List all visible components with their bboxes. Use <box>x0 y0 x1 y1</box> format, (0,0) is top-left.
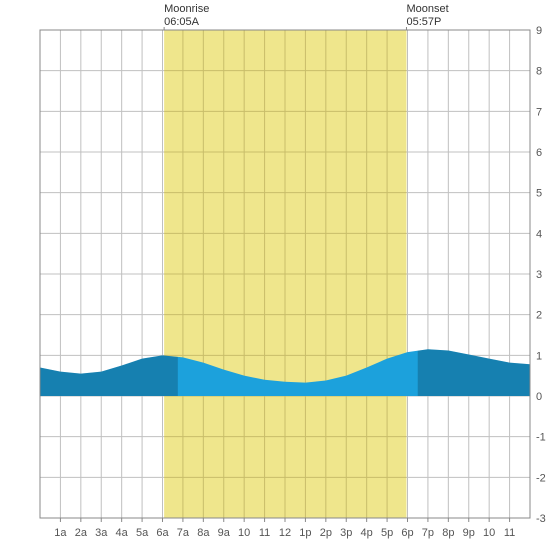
svg-text:2: 2 <box>536 310 542 322</box>
svg-text:9p: 9p <box>463 527 475 539</box>
svg-text:06:05A: 06:05A <box>164 16 200 28</box>
svg-text:8a: 8a <box>197 527 210 539</box>
svg-text:2a: 2a <box>75 527 88 539</box>
svg-text:4p: 4p <box>361 527 373 539</box>
svg-text:-1: -1 <box>536 432 546 444</box>
chart-canvas: -3-2-101234567891a2a3a4a5a6a7a8a9a101112… <box>0 0 550 550</box>
svg-text:9: 9 <box>536 25 542 37</box>
svg-text:Moonset: Moonset <box>406 3 448 15</box>
svg-text:10: 10 <box>238 527 250 539</box>
svg-text:1: 1 <box>536 350 542 362</box>
svg-text:6: 6 <box>536 147 542 159</box>
svg-text:7p: 7p <box>422 527 434 539</box>
svg-text:12: 12 <box>279 527 291 539</box>
svg-text:-3: -3 <box>536 513 546 525</box>
svg-text:7a: 7a <box>177 527 190 539</box>
svg-text:8p: 8p <box>442 527 454 539</box>
svg-text:1a: 1a <box>54 527 67 539</box>
svg-text:6a: 6a <box>156 527 169 539</box>
svg-text:5p: 5p <box>381 527 393 539</box>
svg-text:-2: -2 <box>536 472 546 484</box>
svg-text:3a: 3a <box>95 527 108 539</box>
svg-text:10: 10 <box>483 527 495 539</box>
svg-text:7: 7 <box>536 106 542 118</box>
svg-text:8: 8 <box>536 66 542 78</box>
svg-text:4: 4 <box>536 228 542 240</box>
svg-text:6p: 6p <box>401 527 413 539</box>
svg-text:Moonrise: Moonrise <box>164 3 209 15</box>
svg-text:5: 5 <box>536 188 542 200</box>
svg-text:3p: 3p <box>340 527 352 539</box>
svg-text:11: 11 <box>504 527 515 539</box>
svg-text:11: 11 <box>259 527 270 539</box>
svg-text:9a: 9a <box>218 527 231 539</box>
svg-text:1p: 1p <box>299 527 311 539</box>
svg-text:4a: 4a <box>116 527 129 539</box>
svg-text:05:57P: 05:57P <box>406 16 441 28</box>
svg-text:3: 3 <box>536 269 542 281</box>
svg-text:2p: 2p <box>320 527 332 539</box>
svg-text:0: 0 <box>536 391 542 403</box>
svg-text:5a: 5a <box>136 527 149 539</box>
tide-chart: -3-2-101234567891a2a3a4a5a6a7a8a9a101112… <box>0 0 550 550</box>
